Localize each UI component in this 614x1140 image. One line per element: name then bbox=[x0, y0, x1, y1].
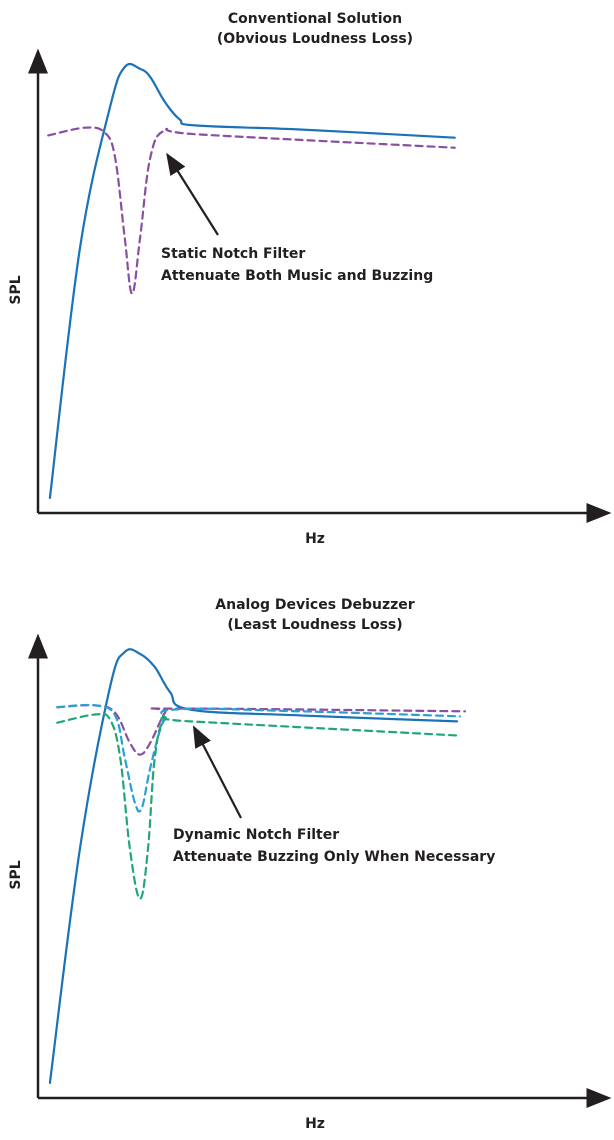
annotation-arrow bbox=[166, 152, 219, 236]
chart-subtitle: (Obvious Loudness Loss) bbox=[217, 31, 413, 47]
x-axis-label: Hz bbox=[305, 531, 325, 547]
annotation-line-1: Static Notch Filter bbox=[161, 246, 305, 262]
x-axis-label: Hz bbox=[305, 1116, 325, 1132]
annotation-line-1: Dynamic Notch Filter bbox=[173, 827, 339, 843]
chart-conventional: Conventional Solution (Obvious Loudness … bbox=[8, 11, 612, 547]
chart-debuzzer: Analog Devices Debuzzer (Least Loudness … bbox=[8, 597, 612, 1132]
chart-subtitle: (Least Loudness Loss) bbox=[227, 617, 402, 633]
series-line-speaker-response bbox=[48, 63, 456, 500]
series-line-dynamic-notch-medium bbox=[56, 703, 461, 813]
y-axis-label: SPL bbox=[8, 275, 24, 304]
series-line-dynamic-notch-deep bbox=[56, 712, 459, 900]
annotation-line-2: Attenuate Buzzing Only When Necessary bbox=[173, 849, 495, 865]
series-line-static-notch-filter bbox=[47, 126, 456, 295]
annotation-line-2: Attenuate Both Music and Buzzing bbox=[161, 268, 433, 284]
y-axis-label: SPL bbox=[8, 860, 24, 889]
chart-title: Analog Devices Debuzzer bbox=[215, 597, 415, 613]
chart-title: Conventional Solution bbox=[228, 11, 402, 27]
plot-area bbox=[28, 633, 612, 1108]
series-line-speaker-response bbox=[48, 648, 459, 1085]
plot-area bbox=[28, 48, 612, 523]
annotation-arrow bbox=[192, 725, 242, 819]
